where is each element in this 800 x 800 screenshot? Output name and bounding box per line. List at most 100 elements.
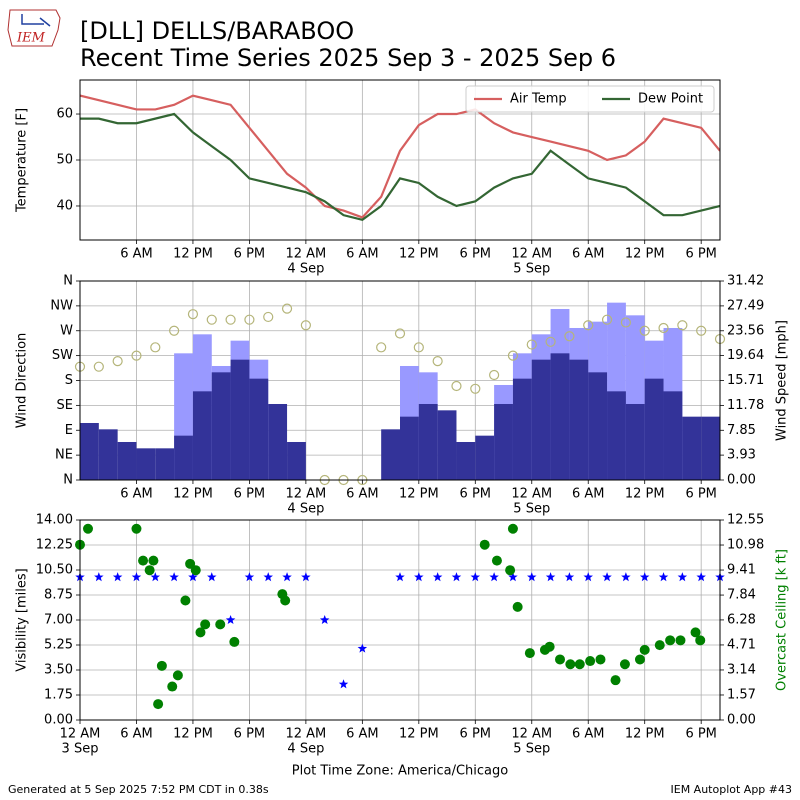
dot-marker [200,619,211,630]
x-tick-label: 12 AM [285,487,326,502]
y2-tick-label: 4.71 [727,637,756,652]
dot-marker [479,539,490,550]
dot-marker [280,595,291,606]
bar [531,359,551,480]
circle-marker [300,320,311,331]
circle-marker [696,325,707,336]
star-marker [602,572,612,582]
circle-marker [620,317,631,328]
y2-axis-label: Overcast Ceiling [k ft] [775,549,790,691]
star-marker [414,572,424,582]
dot-marker [229,636,240,647]
axes-frame [79,519,721,721]
x-tick-label: 12 PM [173,487,213,502]
legend-box [465,85,715,113]
series-layer [80,302,720,480]
bar [550,353,570,480]
x-tick-label: 6 PM [234,247,265,262]
y2-tick-label: 0.00 [727,713,756,728]
bar [400,416,419,480]
dot-marker [654,640,665,651]
y2-tick-label: 10.98 [727,538,764,553]
dot-marker [610,675,621,686]
footer-right: IEM Autoplot App #43 [671,783,793,796]
bar [268,403,288,480]
circle-marker [639,325,650,336]
logo-outline [7,9,61,47]
dot-marker [555,654,565,665]
x-tick-label: 12 PM [625,727,665,742]
y-tick-label: 10.50 [36,563,73,578]
dot-marker [215,619,226,630]
y-axis-label: Visibility [miles] [15,568,30,671]
star-marker [319,615,330,625]
dot-marker [675,635,686,646]
x-tick-label: 6 PM [685,727,716,742]
bar [437,410,457,480]
dot-marker [83,523,93,534]
x-tick-label: 12 PM [399,487,439,502]
circle-marker [263,311,274,323]
bar [155,448,175,480]
circle-marker [601,314,613,325]
bar [249,378,269,480]
y2-tick-label: 11.78 [727,398,764,413]
y-tick-label: N [63,473,73,488]
series-layer [80,94,720,221]
circle-marker [225,314,236,325]
dot-marker [585,656,596,667]
star-marker [263,572,273,582]
dot-marker [144,565,155,576]
dot-marker [153,699,164,710]
dot-marker [544,641,555,652]
y2-tick-label: 19.64 [727,348,764,363]
dot-marker [595,654,606,665]
star-marker [395,572,405,582]
y2-tick-label: 23.56 [727,323,764,338]
bar [287,441,306,480]
bar [701,416,720,480]
axes-frame [79,79,721,241]
circle-marker [658,322,669,334]
star-marker [207,572,217,582]
dot-marker [639,644,650,655]
dot-marker [665,635,676,646]
dot-marker [524,648,535,659]
logo-text: IEM [16,31,46,46]
bar [588,372,608,480]
star-marker [658,572,669,582]
circle-marker [244,314,255,325]
circle-marker [376,342,387,353]
axes-frame [79,280,721,481]
dot-marker [138,555,149,566]
y-tick-label: 12.25 [36,538,73,553]
dot-marker [695,635,706,646]
x-tick-label: 6 PM [460,727,491,742]
bar [456,441,476,480]
x-tick-label: 6 PM [234,727,265,742]
dot-marker [635,654,645,665]
star-marker [188,572,198,582]
star-marker [244,572,255,582]
x-tick-label: 12 PM [625,487,665,502]
star-marker [583,572,593,582]
circle-marker [564,331,575,342]
y2-tick-label: 7.85 [727,423,756,438]
dot-marker [690,627,701,638]
y-tick-label: NE [55,448,73,463]
circle-marker [187,309,199,320]
circle-marker [507,350,519,361]
x-tick-label: 6 AM [120,487,153,502]
x-tick-label: 12 PM [173,727,213,742]
star-marker [564,572,575,582]
y-tick-label: 7.00 [44,613,73,628]
line [80,94,720,219]
star-marker [508,572,518,582]
x-tick-label: 12 PM [173,247,213,262]
star-marker [169,572,179,582]
y-tick-label: E [65,423,73,438]
circle-marker [169,325,180,336]
legend: Air Temp Dew Point [465,85,715,113]
circle-marker [394,328,406,339]
